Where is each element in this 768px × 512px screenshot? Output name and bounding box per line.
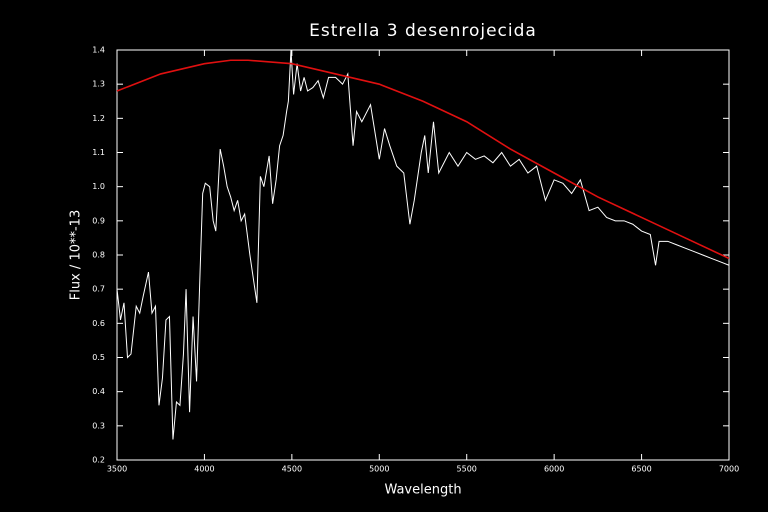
x-tick-label: 5000 [369,465,389,474]
x-axis-label: Wavelength [384,483,461,498]
series-line [116,49,730,440]
y-axis-label: Flux / 10**-13 [69,210,84,300]
x-tick-label: 6500 [631,465,651,474]
x-tick-label: 3500 [107,465,127,474]
y-tick-label: 1.4 [92,46,105,55]
y-tick-label: 1.0 [92,182,105,191]
chart-title: Estrella 3 desenrojecida [309,21,537,41]
y-tick-label: 1.1 [92,148,105,157]
series-line [116,59,730,260]
x-tick-label: 4000 [194,465,214,474]
x-tick-label: 6000 [544,465,564,474]
y-tick-label: 0.2 [92,456,105,465]
y-tick-label: 0.6 [92,319,105,328]
x-tick-label: 5500 [457,465,477,474]
x-tick-label: 7000 [719,465,739,474]
y-tick-label: 0.3 [92,421,105,430]
y-tick-label: 0.8 [92,251,105,260]
y-tick-label: 0.4 [92,387,105,396]
y-tick-label: 1.2 [92,114,105,123]
y-tick-label: 0.9 [92,216,105,225]
y-tick-label: 1.3 [92,80,105,89]
y-tick-label: 0.7 [92,285,105,294]
y-tick-label: 0.5 [92,353,105,362]
x-tick-label: 4500 [282,465,302,474]
